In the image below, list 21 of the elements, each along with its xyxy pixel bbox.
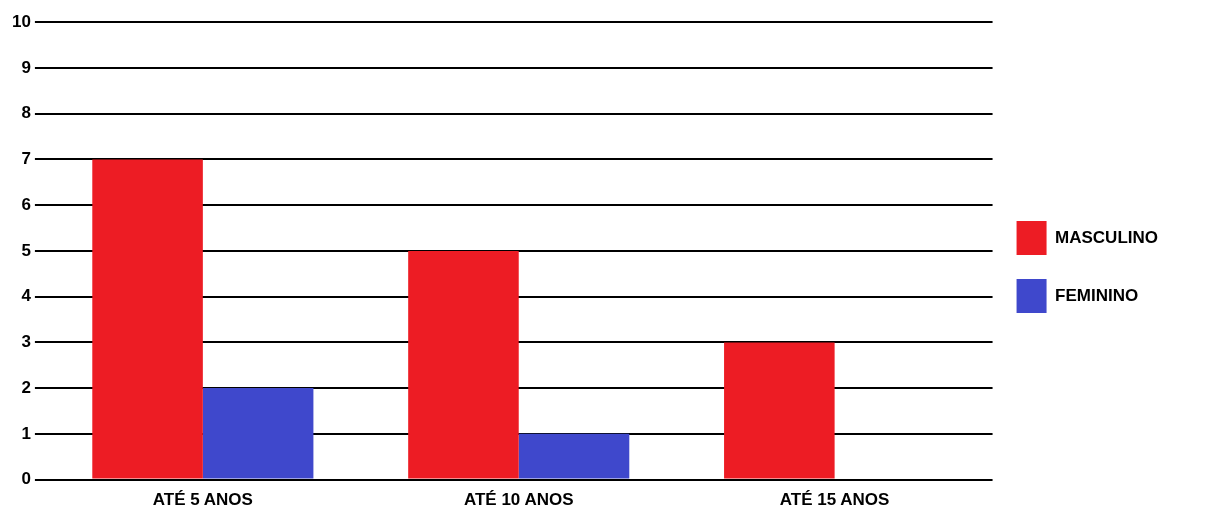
y-tick-label: 5	[21, 240, 31, 260]
y-tick-label: 4	[21, 286, 32, 306]
bar	[202, 388, 314, 479]
legend-label: FEMININO	[1055, 285, 1139, 305]
bar	[518, 433, 630, 479]
y-tick-label: 9	[21, 57, 31, 77]
y-tick-label: 3	[21, 332, 31, 352]
y-tick-label: 1	[21, 423, 31, 443]
y-tick-label: 0	[21, 469, 31, 489]
x-tick-label: ATÉ 15 ANOS	[779, 490, 890, 510]
x-tick-label: ATÉ 5 ANOS	[152, 490, 253, 510]
y-tick-label: 7	[21, 149, 31, 169]
y-tick-label: 6	[21, 194, 31, 214]
x-tick-label: ATÉ 10 ANOS	[463, 490, 574, 510]
y-tick-label: 8	[21, 103, 31, 123]
legend-label: MASCULINO	[1055, 227, 1159, 247]
y-tick-label: 2	[21, 377, 31, 397]
bar	[724, 342, 835, 479]
y-tick-label: 10	[11, 11, 31, 31]
bar	[408, 250, 519, 479]
bar	[92, 159, 203, 479]
